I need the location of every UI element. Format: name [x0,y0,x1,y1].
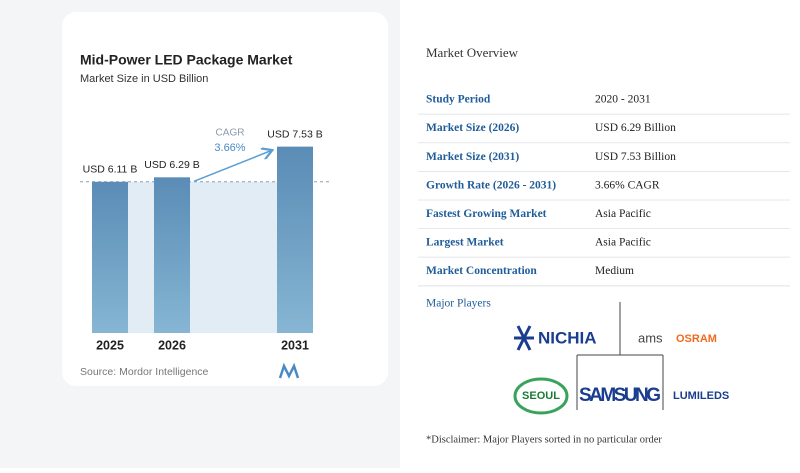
row-bg [418,114,790,143]
row-label: Market Concentration [426,265,537,277]
logo-icon [278,362,300,379]
seoul-ring [513,377,569,415]
source: Source: Mordor Intelligence [80,366,209,378]
row-bg [418,171,790,200]
row-bg [418,229,790,257]
player-logo: SAMSUNG [579,385,661,406]
row-value: 2020 - 2031 [595,94,651,106]
row-label: Market Size (2031) [426,151,519,163]
player-logo: NICHIA [538,328,597,347]
value-label: USD 7.53 B [267,128,322,140]
overview-table: Study Period 2020 - 2031 Market Size (2026… [418,86,790,287]
overview-title: Market Overview [426,45,519,60]
row-value: Medium [595,265,634,277]
chart-title: Mid-Power LED Package Market [80,52,293,68]
disclaimer: *Disclaimer: Major Players sorted in no … [426,434,662,445]
player-logo: ams [638,330,663,345]
row-label: Largest Market [426,237,504,249]
x-tick-label: 2026 [158,338,186,352]
row-value: Asia Pacific [595,237,651,249]
nichia-mark [514,325,534,351]
row-label: Fastest Growing Market [426,208,547,220]
row-bg [418,86,790,114]
bar [277,146,313,333]
row-value: Asia Pacific [595,208,651,220]
row-bg [418,257,790,286]
bar [92,181,128,333]
plot: USD 6.11 B 2025 USD 6.29 B 2026 USD 7.53 B 20… [80,128,330,352]
player-logo: LUMILEDS [673,390,729,402]
chart-subtitle: Market Size in USD Billion [80,73,208,85]
player-logo: OSRAM [676,333,717,345]
players-title: Major Players [426,298,491,310]
row-label: Growth Rate (2026 - 2031) [426,179,556,191]
row-bg [418,143,790,172]
row-label: Study Period [426,94,491,106]
bar [154,177,190,333]
row-value: USD 6.29 Billion [595,122,676,134]
cagr-arrow [193,151,271,183]
reference-area [128,181,277,333]
x-tick-label: 2025 [96,338,124,352]
row-value: 3.66% CAGR [595,179,660,191]
row-label: Market Size (2026) [426,122,519,134]
row-bg [418,200,790,229]
row-value: USD 7.53 Billion [595,151,676,163]
x-tick-label: 2031 [281,338,309,352]
cagr-label: CAGR [216,128,245,139]
cagr-value: 3.66% [214,142,245,154]
value-label: USD 6.29 B [144,159,199,171]
player-logo: SEOUL [522,390,560,402]
value-label: USD 6.11 B [83,164,138,176]
